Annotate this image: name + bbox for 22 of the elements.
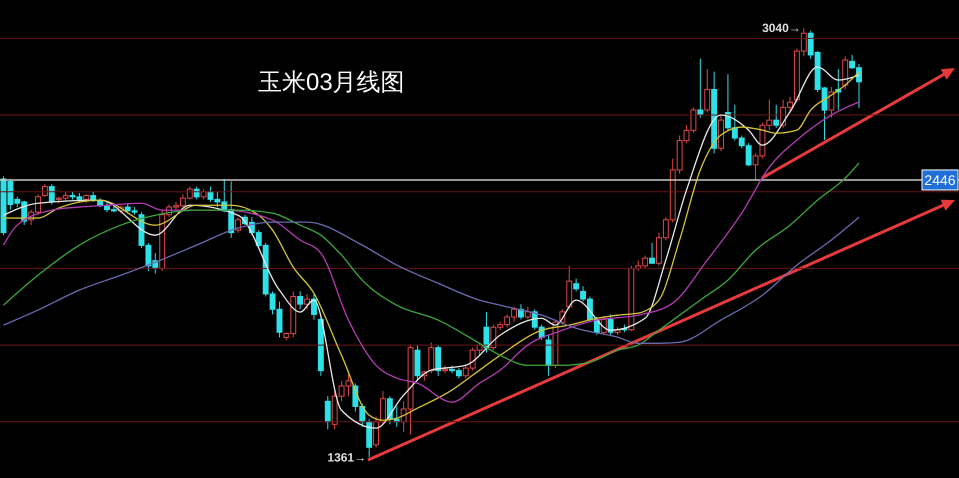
ref-line-label: 2446 <box>924 172 956 188</box>
candlestick <box>484 311 490 354</box>
annotation: 3040→ <box>762 21 801 36</box>
candlestick <box>828 86 834 118</box>
candlestick <box>324 396 331 430</box>
candlestick <box>573 278 580 292</box>
candlestick <box>380 390 386 425</box>
candlestick <box>297 290 304 310</box>
candlestick <box>42 184 48 198</box>
candlestick <box>311 293 317 320</box>
candlestick <box>194 186 200 200</box>
candlestick <box>435 344 442 376</box>
candlestick <box>524 306 531 320</box>
candlestick <box>373 416 380 448</box>
text: 玉米03月线图 <box>258 68 405 98</box>
candlestick <box>608 314 614 336</box>
annotation: 1361→ <box>327 450 366 464</box>
candlestick <box>773 104 780 128</box>
candlestick <box>649 242 655 264</box>
candlestick <box>304 293 310 310</box>
candlestick <box>704 68 710 113</box>
candlestick <box>200 188 207 200</box>
